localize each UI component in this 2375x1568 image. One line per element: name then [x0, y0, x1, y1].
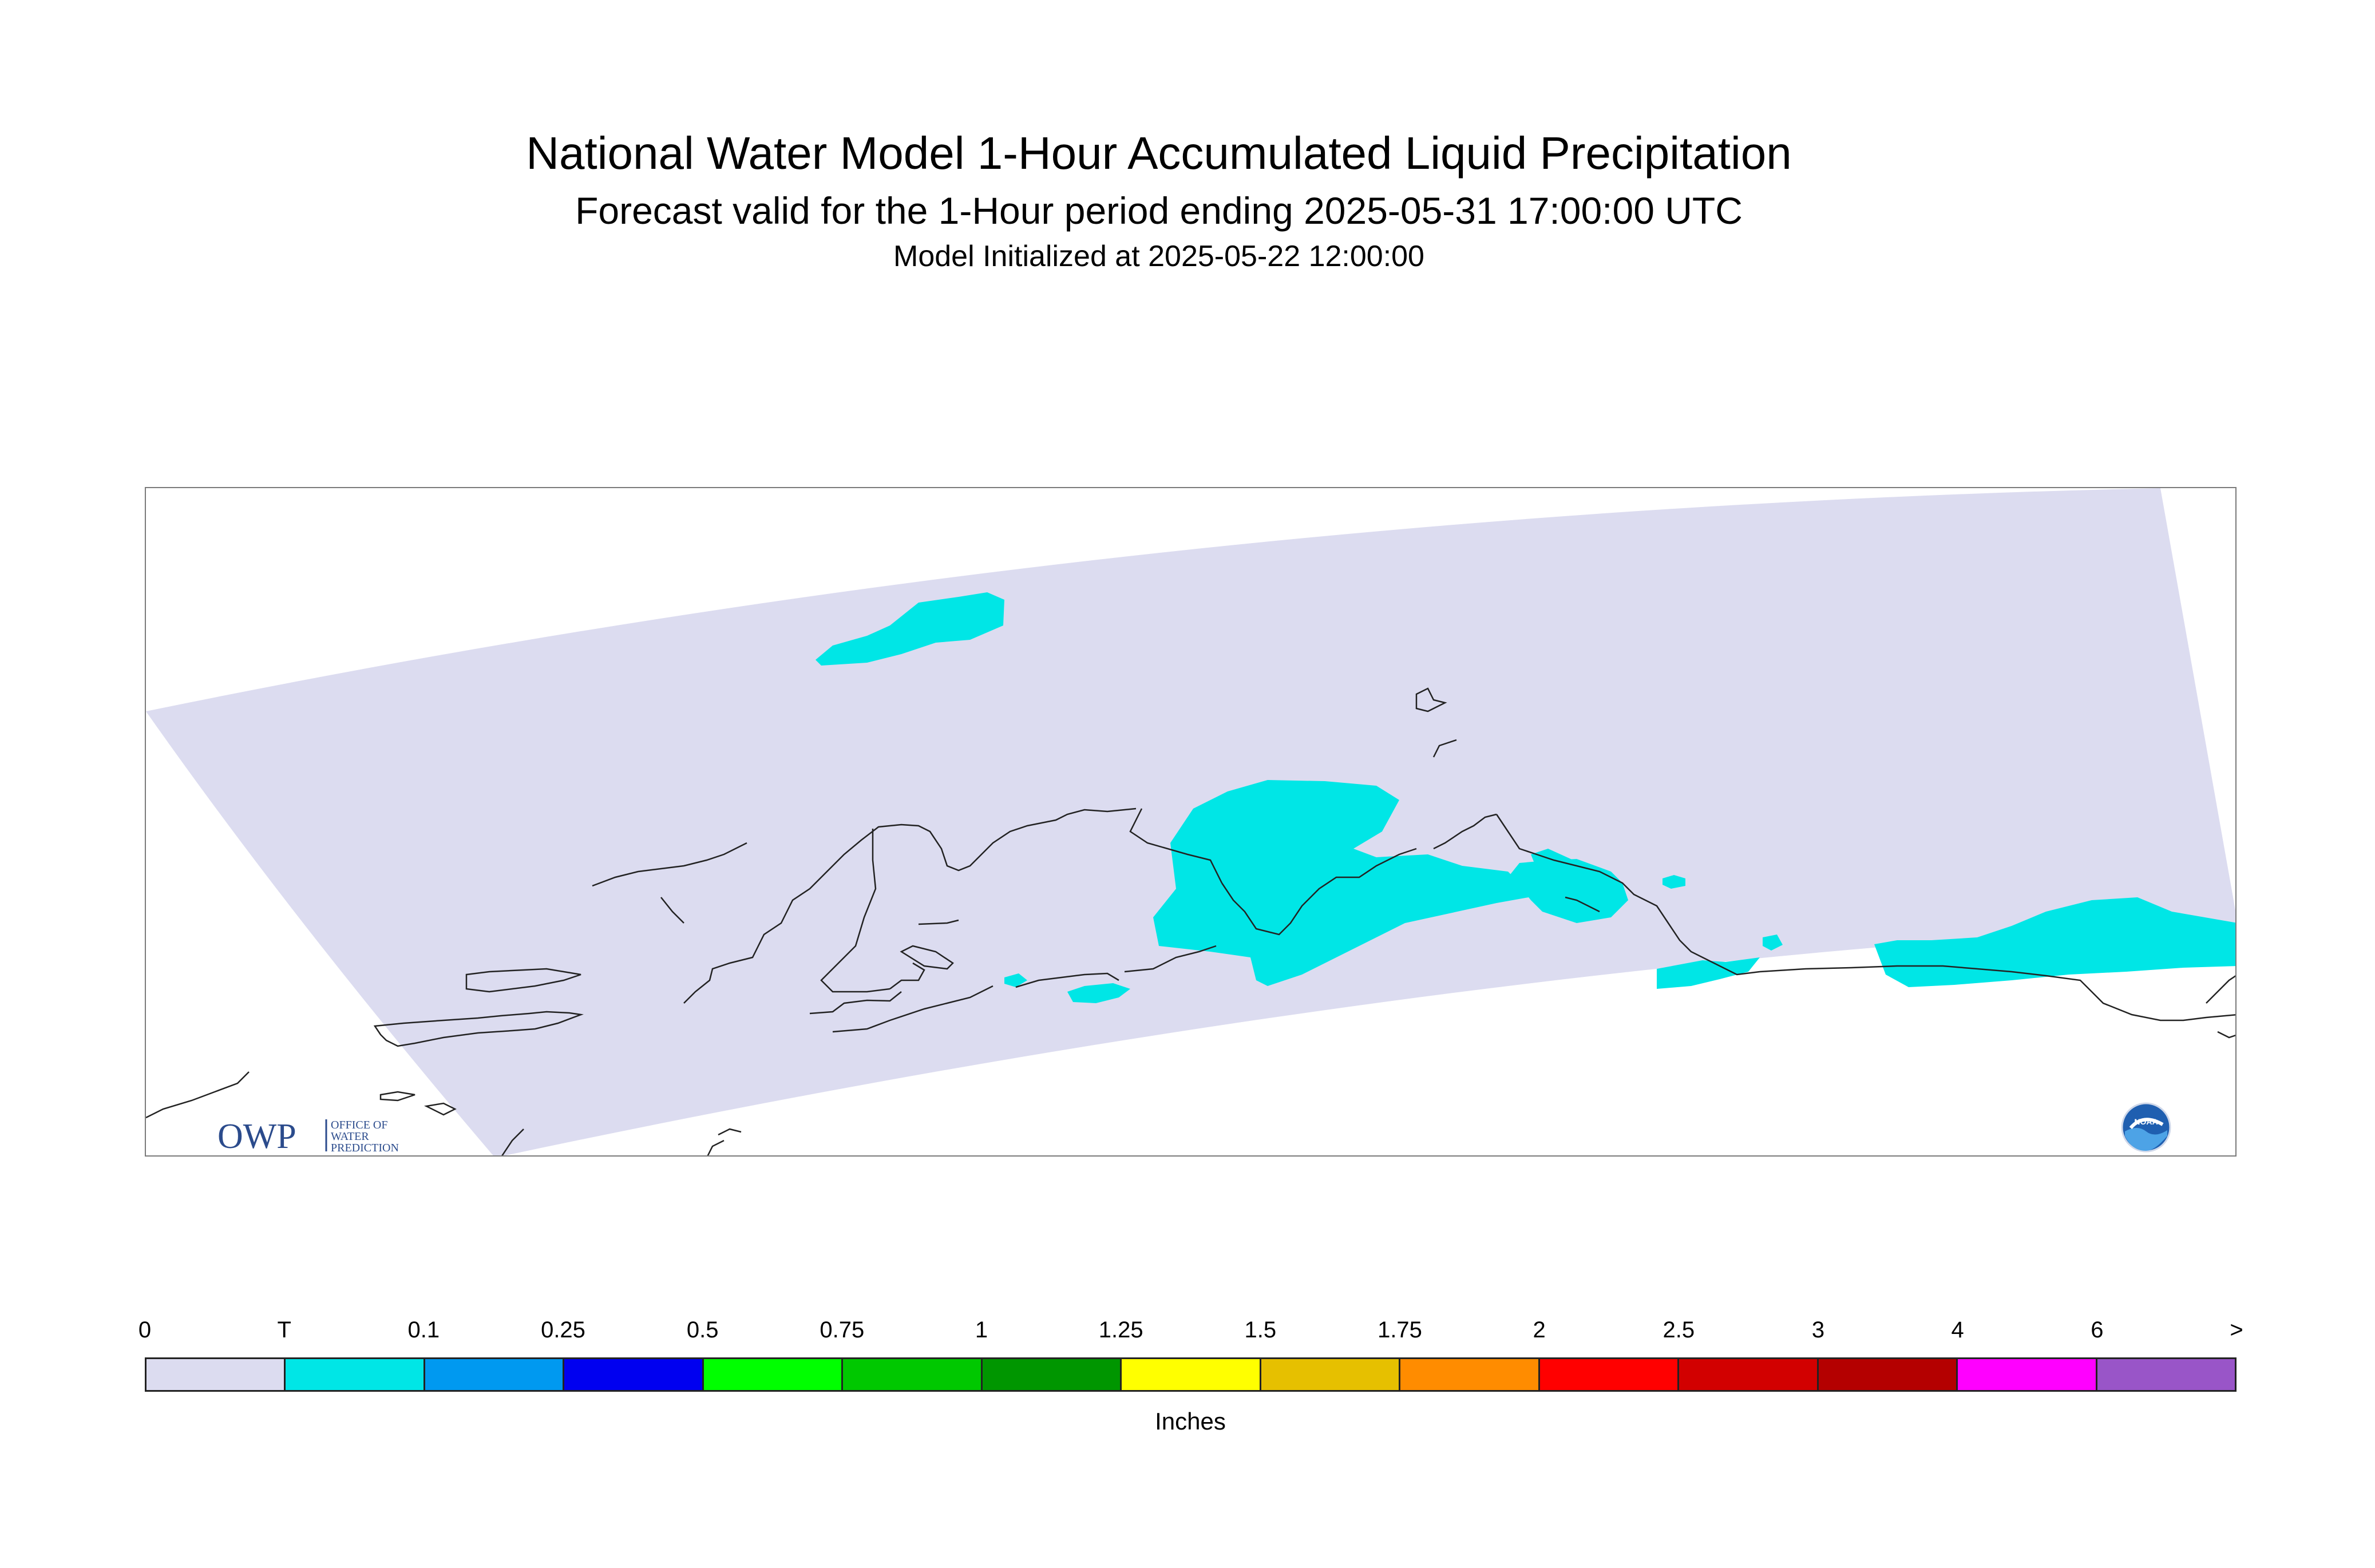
legend-swatch: [1261, 1359, 1401, 1390]
legend-tick-label: 0: [138, 1317, 152, 1343]
legend-swatch: [425, 1359, 565, 1390]
owp-logo-line3: PREDICTION: [331, 1142, 399, 1154]
coastlines: [146, 687, 2235, 1155]
map-canvas: [146, 488, 2235, 1155]
precip-area-north: [816, 592, 1004, 666]
legend-swatch: [2097, 1359, 2235, 1390]
legend-tick-label: 0.25: [541, 1317, 585, 1343]
color-legend: [145, 1357, 2237, 1392]
legend-tick-label: 2.5: [1662, 1317, 1695, 1343]
legend-tick-label: 0.75: [820, 1317, 865, 1343]
precip-area-east: [1508, 859, 1628, 923]
legend-swatch: [1958, 1359, 2097, 1390]
precip-area-west: [1004, 973, 1027, 987]
map-subtitle: Forecast valid for the 1-Hour period end…: [575, 189, 1743, 232]
legend-tick-label: 3: [1811, 1317, 1825, 1343]
legend-tick-label: 1.25: [1098, 1317, 1143, 1343]
legend-tick-label: 1: [975, 1317, 988, 1343]
legend-tick-label: 6: [2091, 1317, 2104, 1343]
precip-area-patch: [1662, 875, 1685, 889]
legend-tick-label: 4: [1951, 1317, 1964, 1343]
legend-swatch: [1400, 1359, 1540, 1390]
precip-areas: [816, 592, 2235, 1003]
noaa-logo: NOAA: [2120, 1102, 2172, 1153]
map-title: National Water Model 1-Hour Accumulated …: [526, 128, 1792, 179]
legend-tick-label: >: [2230, 1317, 2243, 1343]
precip-area-peninsula: [1067, 983, 1130, 1003]
precip-area-central: [1153, 780, 1611, 986]
noaa-logo-text: NOAA: [2134, 1117, 2158, 1126]
owp-logo-line2: WATER: [331, 1130, 369, 1143]
owp-logo: OWP OFFICE OF WATER PREDICTION: [217, 1115, 412, 1155]
legend-swatch: [982, 1359, 1122, 1390]
legend-swatch: [703, 1359, 844, 1390]
legend-swatch: [843, 1359, 983, 1390]
legend-tick-label: 1.5: [1244, 1317, 1277, 1343]
legend-swatch: [564, 1359, 704, 1390]
precip-area-strip: [1657, 957, 1760, 989]
legend-swatch: [147, 1359, 286, 1390]
legend-tick-label: 1.75: [1378, 1317, 1422, 1343]
precipitation-map: OWP OFFICE OF WATER PREDICTION NOAA: [145, 487, 2237, 1157]
legend-swatch: [1679, 1359, 1819, 1390]
legend-tick-label: 0.5: [686, 1317, 719, 1343]
precip-area-small: [1763, 935, 1783, 951]
legend-swatch: [1122, 1359, 1261, 1390]
legend-tick-label: T: [277, 1317, 291, 1343]
legend-tick-label: 0.1: [407, 1317, 440, 1343]
precip-area-southeast: [1874, 897, 2235, 987]
noaa-logo-graphic: NOAA: [2121, 1102, 2171, 1153]
legend-swatch: [286, 1359, 425, 1390]
legend-swatch: [1818, 1359, 1958, 1390]
owp-logo-line1: OFFICE OF: [331, 1119, 387, 1131]
legend-tick-label: 2: [1533, 1317, 1546, 1343]
owp-logo-graphic: OWP OFFICE OF WATER PREDICTION: [217, 1117, 399, 1155]
owp-logo-mark: OWP: [217, 1117, 296, 1155]
legend-unit-label: Inches: [1155, 1408, 1226, 1435]
legend-swatch: [1539, 1359, 1680, 1390]
init-time: Model Initialized at 2025-05-22 12:00:00: [893, 240, 1424, 273]
